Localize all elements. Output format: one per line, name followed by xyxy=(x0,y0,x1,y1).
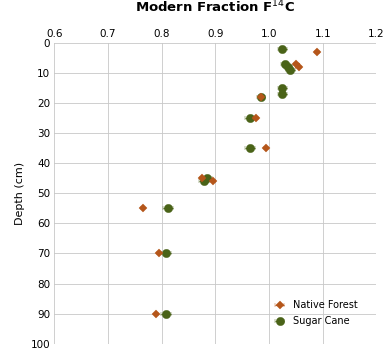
Legend: Native Forest, Sugar Cane: Native Forest, Sugar Cane xyxy=(266,296,362,330)
Title: Modern Fraction F$^{14}$C: Modern Fraction F$^{14}$C xyxy=(135,0,295,15)
Y-axis label: Depth (cm): Depth (cm) xyxy=(15,162,25,225)
